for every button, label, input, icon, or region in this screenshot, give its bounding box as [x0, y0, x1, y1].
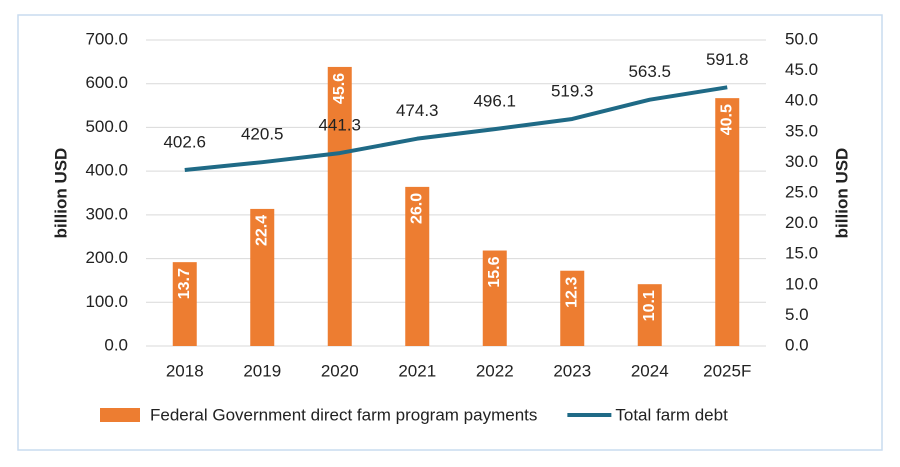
y-tick-label: 700.0: [85, 29, 128, 48]
y2-tick-label: 40.0: [785, 91, 818, 110]
line-value-label: 563.5: [628, 62, 671, 81]
bar-value-label: 12.3: [563, 277, 580, 308]
y2-tick-label: 10.0: [785, 274, 818, 293]
legend-label: Total farm debt: [615, 405, 728, 424]
x-tick-label: 2024: [631, 361, 669, 380]
bar: [637, 284, 662, 346]
y2-tick-label: 45.0: [785, 60, 818, 79]
y2-tick-label: 35.0: [785, 121, 818, 140]
y-tick-label: 100.0: [85, 292, 128, 311]
bar: [172, 262, 197, 346]
legend-label: Federal Government direct farm program p…: [150, 405, 537, 424]
x-tick-label: 2023: [553, 361, 591, 380]
y2-tick-label: 20.0: [785, 213, 818, 232]
x-tick-label: 2018: [166, 361, 204, 380]
bar: [405, 186, 430, 346]
y-tick-label: 300.0: [85, 204, 128, 223]
y-tick-label: 0.0: [104, 335, 128, 354]
x-tick-label: 2019: [243, 361, 281, 380]
line-value-label: 474.3: [396, 101, 439, 120]
y2-axis-title: billion USD: [832, 148, 851, 239]
bar: [560, 270, 585, 346]
x-tick-label: 2021: [398, 361, 436, 380]
chart-frame: [17, 14, 883, 451]
bar: [250, 208, 275, 346]
x-tick-label: 2022: [476, 361, 514, 380]
x-tick-label: 2020: [321, 361, 359, 380]
bar-value-label: 13.7: [176, 268, 193, 299]
legend-swatch: [100, 408, 140, 422]
line-value-label: 441.3: [318, 116, 361, 135]
bar-value-label: 26.0: [408, 193, 425, 224]
line-value-label: 496.1: [473, 92, 516, 111]
bar: [482, 250, 507, 346]
line-value-label: 420.5: [241, 125, 284, 144]
x-tick-label: 2025F: [703, 361, 751, 380]
y2-tick-label: 50.0: [785, 29, 818, 48]
bar-value-label: 10.1: [641, 290, 658, 321]
line-value-label: 519.3: [551, 81, 594, 100]
y-tick-label: 500.0: [85, 117, 128, 136]
bar-value-label: 15.6: [486, 256, 503, 287]
y2-tick-label: 0.0: [785, 335, 809, 354]
y-tick-label: 200.0: [85, 248, 128, 267]
y2-tick-label: 30.0: [785, 152, 818, 171]
y-axis-title: billion USD: [51, 148, 70, 239]
bar: [715, 98, 740, 346]
y-tick-label: 400.0: [85, 161, 128, 180]
line: [184, 85, 728, 172]
bar-value-label: 40.5: [718, 104, 735, 135]
bar: [327, 66, 352, 346]
bar-value-label: 45.6: [331, 73, 348, 104]
y2-tick-label: 5.0: [785, 305, 809, 324]
bar-value-label: 22.4: [253, 215, 270, 246]
y2-tick-label: 15.0: [785, 244, 818, 263]
y2-tick-label: 25.0: [785, 182, 818, 201]
line-value-label: 591.8: [706, 50, 749, 69]
y-tick-label: 600.0: [85, 73, 128, 92]
line-value-label: 402.6: [163, 132, 206, 151]
